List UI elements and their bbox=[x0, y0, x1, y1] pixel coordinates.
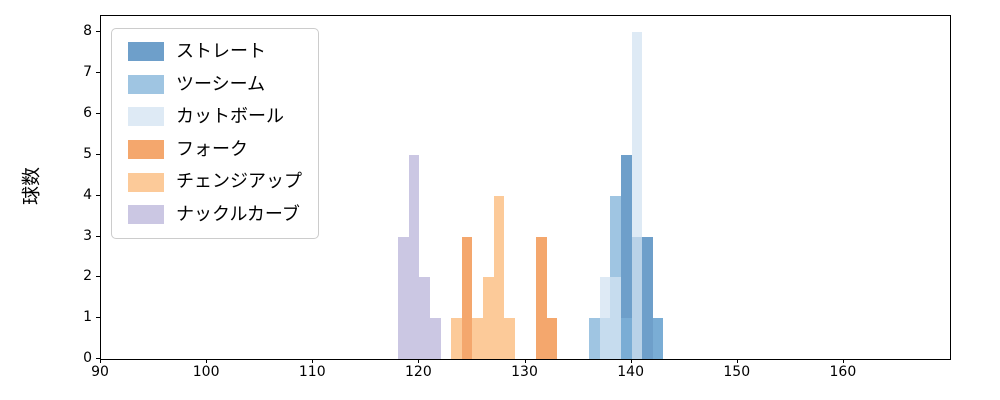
legend-label: ストレート bbox=[176, 41, 266, 62]
legend-item: カットボール bbox=[128, 106, 302, 128]
histogram-bar bbox=[451, 318, 462, 359]
legend-swatch bbox=[128, 74, 164, 94]
y-axis-tick-label: 3 bbox=[83, 227, 92, 244]
plot-area: ストレートツーシームカットボール フォークチェンジアップ ナックルカーブ bbox=[100, 15, 951, 360]
y-axis-tick-label: 7 bbox=[83, 64, 92, 81]
y-axis-tick-label: 1 bbox=[83, 309, 92, 326]
histogram-bar bbox=[652, 318, 664, 359]
y-axis-tick-label: 8 bbox=[83, 23, 92, 40]
histogram-bar bbox=[589, 318, 600, 359]
legend-label: チェンジアップ bbox=[176, 171, 302, 193]
x-tick-mark bbox=[736, 359, 738, 363]
y-axis-tick-label: 2 bbox=[83, 268, 92, 285]
histogram-bar bbox=[631, 32, 643, 359]
legend-swatch bbox=[128, 42, 164, 62]
histogram-bar bbox=[610, 195, 621, 359]
x-tick-mark bbox=[630, 359, 632, 363]
histogram-bar bbox=[408, 154, 420, 359]
y-tick-mark bbox=[96, 72, 100, 74]
histogram-bar bbox=[398, 236, 409, 359]
y-tick-mark bbox=[96, 276, 100, 278]
histogram-bar bbox=[599, 277, 611, 359]
x-axis-tick-label: 130 bbox=[511, 364, 538, 380]
y-tick-mark bbox=[96, 317, 100, 319]
histogram-bar bbox=[610, 277, 621, 359]
x-axis-tick-label: 160 bbox=[829, 364, 857, 380]
x-axis-tick-label: 100 bbox=[192, 364, 220, 380]
y-axis-tick-label: 5 bbox=[83, 145, 92, 162]
legend-label: カットボール bbox=[176, 106, 284, 128]
legend-swatch bbox=[128, 172, 164, 192]
histogram-bar bbox=[504, 318, 515, 359]
legend-item: ツーシーム bbox=[128, 74, 302, 96]
legend-item: ストレート bbox=[128, 41, 302, 63]
y-axis-tick-label: 6 bbox=[83, 105, 92, 121]
y-axis-tick-label: 0 bbox=[83, 350, 92, 366]
y-axis-label: 球数 bbox=[20, 166, 43, 206]
x-tick-mark bbox=[206, 359, 208, 363]
histogram-bar bbox=[419, 277, 430, 359]
histogram-bar bbox=[429, 318, 441, 359]
histogram-bar bbox=[483, 277, 494, 359]
x-tick-mark bbox=[842, 359, 844, 363]
x-tick-mark bbox=[100, 359, 101, 363]
histogram-bar bbox=[546, 318, 558, 359]
y-tick-mark bbox=[96, 31, 100, 33]
legend-swatch bbox=[128, 140, 164, 160]
legend-label: ナックルカーブ bbox=[176, 203, 300, 225]
x-axis-tick-label: 120 bbox=[405, 364, 432, 380]
legend-item: フォーク bbox=[128, 139, 302, 161]
y-axis-tick-label: 4 bbox=[83, 186, 92, 203]
histogram-bar bbox=[472, 318, 484, 359]
x-tick-mark bbox=[312, 359, 314, 363]
x-axis-tick-label: 140 bbox=[617, 364, 644, 380]
legend-label: ツーシーム bbox=[176, 73, 266, 95]
histogram-bar bbox=[461, 236, 473, 359]
histogram-bar bbox=[642, 236, 653, 359]
legend: ストレートツーシームカットボール フォークチェンジアップ ナックルカーブ bbox=[111, 28, 319, 239]
x-tick-mark bbox=[418, 359, 420, 363]
histogram-bar bbox=[493, 195, 505, 359]
y-tick-mark bbox=[96, 194, 100, 196]
legend-item: ナックルカーブ bbox=[128, 204, 302, 226]
histogram-bar bbox=[621, 154, 632, 359]
y-tick-mark bbox=[96, 358, 100, 359]
x-axis-tick-label: 110 bbox=[298, 364, 326, 380]
x-axis-tick-label: 90 bbox=[91, 364, 109, 380]
y-tick-mark bbox=[96, 153, 100, 155]
x-tick-mark bbox=[524, 359, 526, 363]
y-tick-mark bbox=[96, 113, 100, 114]
x-axis-tick-label: 150 bbox=[723, 364, 751, 380]
legend-item: チェンジアップ bbox=[128, 171, 302, 193]
y-tick-mark bbox=[96, 235, 100, 237]
histogram-bar bbox=[536, 236, 547, 359]
legend-label: フォーク bbox=[176, 138, 248, 160]
legend-swatch bbox=[128, 107, 164, 127]
histogram-bar bbox=[621, 318, 632, 359]
legend-swatch bbox=[128, 205, 164, 225]
